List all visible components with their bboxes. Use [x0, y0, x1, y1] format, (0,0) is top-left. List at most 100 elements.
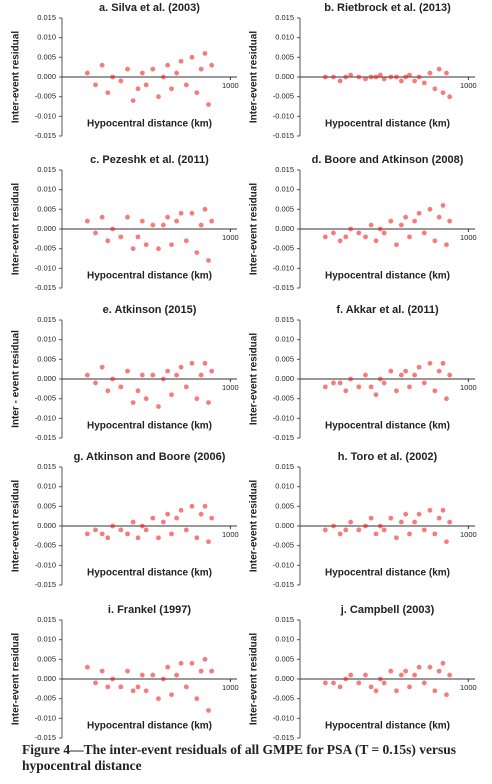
y-tick-label: -0.010	[273, 413, 294, 422]
point	[416, 210, 422, 216]
point	[139, 672, 145, 678]
point	[356, 230, 362, 236]
point	[343, 74, 349, 80]
point	[160, 74, 166, 80]
y-tick-label: -0.015	[35, 433, 56, 442]
x-axis-label: Hypocentral distance (km)	[325, 271, 450, 282]
point	[416, 364, 422, 370]
y-tick-label: -0.010	[35, 713, 56, 722]
point	[202, 206, 208, 212]
point	[156, 404, 161, 409]
point	[348, 519, 354, 525]
point	[407, 684, 412, 690]
y-tick-label: -0.010	[35, 413, 56, 422]
point	[363, 76, 368, 82]
point	[165, 214, 171, 220]
point	[150, 672, 156, 678]
point	[206, 258, 211, 263]
point	[93, 680, 98, 686]
y-tick-label: 0.000	[275, 674, 294, 683]
point	[356, 384, 362, 390]
point	[373, 688, 379, 694]
point	[139, 372, 145, 378]
point	[363, 523, 368, 529]
point	[440, 660, 446, 666]
y-axis-label: Inter-event residual	[11, 31, 22, 123]
y-tick-label: -0.015	[35, 283, 56, 292]
point	[447, 94, 453, 100]
x-axis-label: Hypocentral distance (km)	[87, 568, 212, 579]
point	[388, 74, 394, 80]
point	[156, 535, 161, 541]
y-tick-label: 0.015	[275, 13, 294, 22]
point	[118, 684, 124, 690]
point	[143, 527, 149, 533]
y-tick-label: 0.015	[37, 315, 56, 324]
point	[381, 380, 387, 386]
point	[377, 226, 383, 232]
point	[125, 668, 130, 674]
point	[105, 388, 111, 394]
point	[348, 72, 354, 78]
point	[348, 226, 354, 232]
point	[183, 527, 189, 533]
point	[178, 507, 184, 513]
point	[130, 98, 136, 103]
point	[398, 78, 404, 84]
point	[160, 376, 166, 382]
point	[209, 368, 215, 374]
y-tick-label: -0.005	[273, 244, 294, 253]
y-tick-label: 0.000	[275, 224, 294, 233]
point	[368, 384, 374, 390]
point	[174, 70, 180, 76]
y-tick-label: -0.005	[273, 92, 294, 101]
point	[160, 519, 166, 525]
point	[373, 392, 379, 398]
point	[178, 364, 184, 370]
point	[394, 74, 399, 80]
point	[416, 511, 422, 517]
point	[373, 238, 379, 244]
y-tick-label: 0.015	[275, 165, 294, 174]
y-tick-label: 0.000	[275, 521, 294, 530]
point	[206, 708, 211, 713]
point	[189, 210, 195, 216]
figure-caption: Figure 4—The inter-event residuals of al…	[22, 742, 457, 773]
figure: a. Silva et al. (2003) 0.015 0.010 0.005 0.0…	[11, 2, 477, 740]
panel-title: b. Rietbrock et al. (2013)	[324, 2, 451, 14]
point	[150, 515, 156, 521]
point	[421, 230, 427, 236]
point	[202, 656, 208, 662]
point	[110, 376, 116, 382]
y-tick-label: 0.000	[37, 674, 56, 683]
point	[368, 515, 374, 521]
point	[118, 78, 124, 84]
point	[368, 222, 374, 228]
point	[337, 78, 343, 84]
point	[444, 539, 449, 545]
point	[432, 688, 438, 694]
y-tick-label: 0.005	[275, 52, 294, 61]
point	[105, 684, 111, 690]
point	[412, 218, 418, 224]
point	[206, 102, 211, 107]
point	[156, 94, 161, 100]
point	[169, 242, 174, 248]
x-axis-label: Hypocentral distance (km)	[87, 271, 212, 282]
point	[427, 206, 433, 212]
point	[194, 396, 200, 402]
point	[143, 396, 149, 402]
point	[198, 668, 204, 674]
y-tick-label: -0.005	[273, 394, 294, 403]
point	[403, 214, 409, 220]
point	[436, 668, 442, 674]
point	[398, 222, 404, 228]
point	[118, 527, 124, 533]
point	[444, 692, 449, 698]
point	[169, 392, 174, 398]
point	[322, 384, 328, 390]
point	[110, 523, 116, 529]
point	[388, 515, 394, 521]
point	[174, 672, 180, 678]
point	[337, 531, 343, 537]
